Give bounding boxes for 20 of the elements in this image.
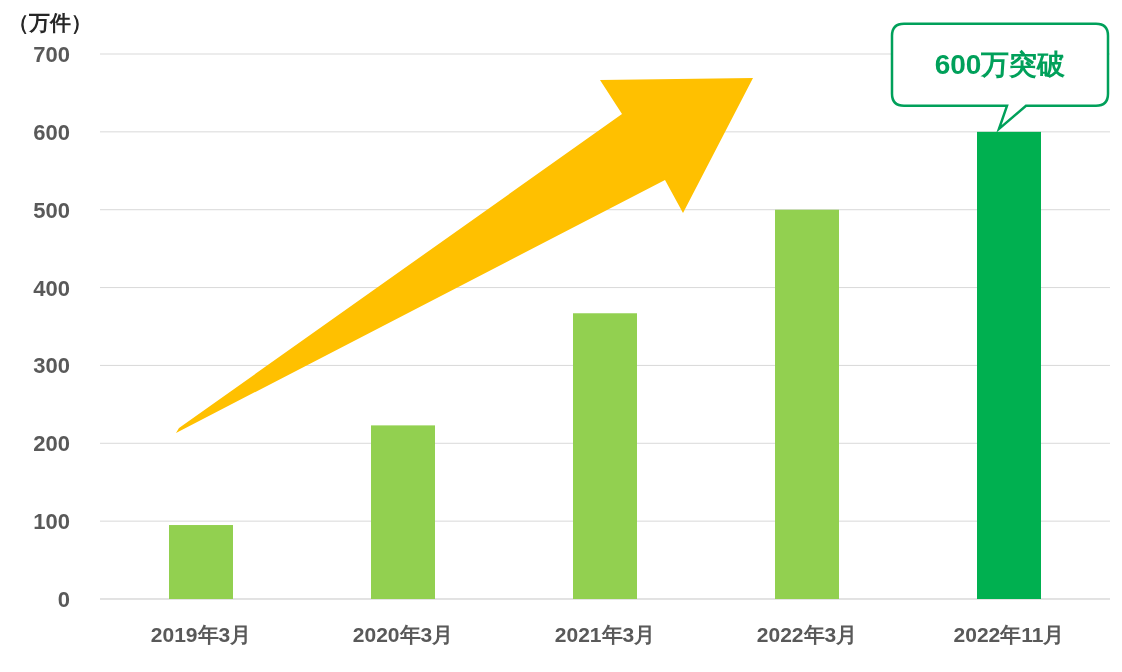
bar (371, 425, 435, 599)
x-tick-label: 2021年3月 (554, 623, 656, 646)
y-tick-label: 700 (33, 42, 70, 67)
y-tick-label: 200 (33, 431, 70, 457)
y-tick-label: 400 (33, 275, 70, 301)
y-tick-label: 100 (33, 509, 70, 535)
bar (775, 209, 839, 599)
y-axis-title: （万件） (8, 11, 92, 34)
bar (169, 525, 233, 599)
y-tick-label: 0 (57, 587, 70, 612)
y-tick-label: 500 (33, 197, 70, 223)
bar (977, 131, 1041, 599)
y-tick-label: 600 (33, 119, 70, 145)
x-tick-label: 2022年3月 (756, 623, 858, 646)
x-tick-label: 2020年3月 (352, 623, 454, 646)
bar (573, 313, 637, 599)
y-tick-label: 300 (33, 353, 70, 379)
x-tick-label: 2019年3月 (150, 623, 252, 646)
x-tick-label: 2022年11月 (953, 623, 1065, 646)
annotation: 600万突破 (934, 48, 1066, 80)
